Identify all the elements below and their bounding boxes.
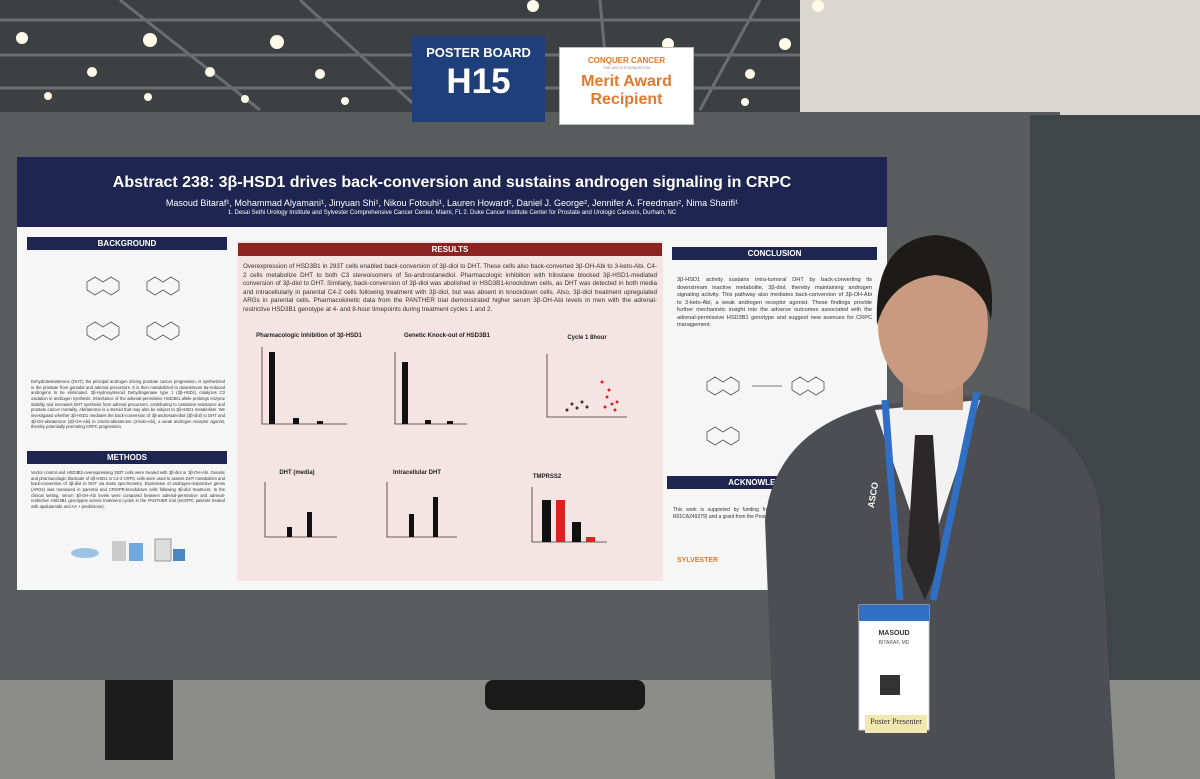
logo: SYLVESTER: [677, 557, 719, 564]
section-heading: RESULTS: [238, 243, 662, 256]
background-shoes: [485, 680, 645, 710]
badge-ribbon: Poster Presenter: [870, 717, 922, 726]
section-heading: BACKGROUND: [27, 237, 227, 250]
badge-name: MASOUD: [878, 630, 910, 637]
method-icons: [71, 538, 185, 562]
board-sign: POSTER BOARD H15: [412, 36, 545, 122]
result-charts: [261, 347, 627, 543]
poster-title: Abstract 238: 3β-HSD1 drives back-conver…: [112, 174, 792, 191]
chart-title: Genetic Knock-out of HSD3B1: [403, 333, 490, 339]
chart-title: DHT (media): [279, 470, 315, 476]
background-person: [105, 680, 173, 760]
presenter: [765, 235, 1115, 779]
structures: [86, 276, 180, 341]
award-sub: THE ASCO FOUNDATION: [602, 65, 651, 70]
chart-title: Cycle 1 8hour: [567, 335, 607, 341]
award-org: CONQUER CANCER: [587, 56, 666, 65]
poster: Abstract 238: 3β-HSD1 drives back-conver…: [17, 157, 887, 590]
chart-title: Pharmacologic inhibition of 3β-HSD1: [256, 333, 362, 339]
section-text: Overexpression of HSD3B1 in 293T cells e…: [243, 263, 657, 313]
conclusion-diagram: [706, 376, 825, 446]
board-label: POSTER BOARD: [426, 45, 531, 60]
poster-authors: Masoud Bitaraf¹, Mohammad Alyamani¹, Jin…: [165, 198, 739, 208]
section-heading: METHODS: [27, 451, 227, 464]
section-text: 3β-HSD1 activity sustains intra-tumoral …: [677, 277, 872, 329]
board-id: H15: [446, 62, 511, 101]
chart-title: Intracellular DHT: [392, 470, 441, 476]
section-text: Dehydrotestosterone (DHT), the principal…: [31, 379, 225, 430]
poster-affiliations: 1. Desai Sethi Urology Institute and Syl…: [227, 210, 677, 216]
award-line: Merit Award: [581, 73, 672, 90]
award-line: Recipient: [590, 91, 663, 108]
section-text: Vector control and HSD3B1-overexpressing…: [31, 470, 225, 510]
award-sign: CONQUER CANCER THE ASCO FOUNDATION Merit…: [559, 47, 694, 125]
chart-title: TMPRSS2: [532, 474, 562, 480]
poster-header: Abstract 238: 3β-HSD1 drives back-conver…: [17, 157, 887, 227]
badge-subname: BITARAF, MD: [878, 640, 910, 646]
section-heading: CONCLUSION: [672, 247, 877, 260]
